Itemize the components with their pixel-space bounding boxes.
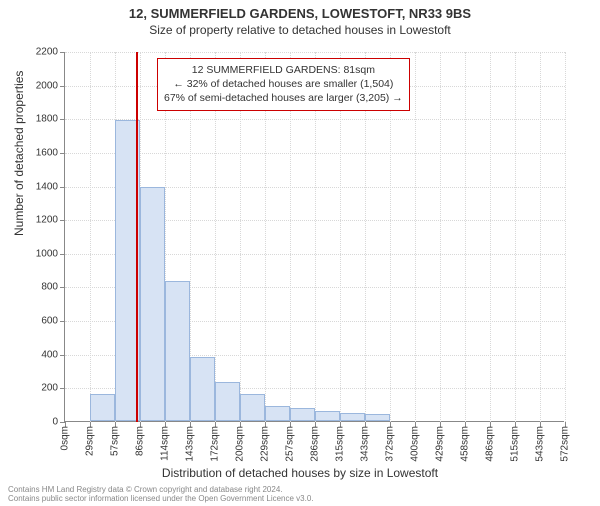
ytick-label: 200 [8,383,58,394]
xtick-label: 229sqm [260,426,271,462]
gridline-v [515,52,516,422]
histogram-bar [315,411,340,421]
ytick-mark [60,86,65,87]
ytick-mark [60,119,65,120]
histogram-bar [240,394,265,421]
attribution-line-2: Contains public sector information licen… [8,494,314,504]
plot-region: 0200400600800100012001400160018002000220… [64,52,564,422]
xtick-label: 172sqm [210,426,221,462]
gridline-v [415,52,416,422]
ytick-mark [60,388,65,389]
histogram-bar [190,357,215,421]
ytick-mark [60,321,65,322]
ytick-label: 0 [8,417,58,428]
histogram-bar [265,406,290,421]
page-title: 12, SUMMERFIELD GARDENS, LOWESTOFT, NR33… [0,6,600,21]
ytick-label: 600 [8,316,58,327]
xtick-label: 486sqm [485,426,496,462]
info-box: 12 SUMMERFIELD GARDENS: 81sqm← 32% of de… [157,58,410,111]
property-marker-line [136,52,138,422]
xtick-label: 429sqm [435,426,446,462]
x-axis-label: Distribution of detached houses by size … [0,466,600,480]
ytick-label: 400 [8,349,58,360]
gridline-v [540,52,541,422]
info-box-line-2: ← 32% of detached houses are smaller (1,… [164,77,403,91]
histogram-bar [290,408,315,421]
xtick-label: 343sqm [360,426,371,462]
gridline-v [440,52,441,422]
ytick-label: 2000 [8,80,58,91]
xtick-label: 29sqm [85,426,96,456]
xtick-label: 286sqm [310,426,321,462]
gridline-v [565,52,566,422]
ytick-mark [60,52,65,53]
gridline-v [490,52,491,422]
xtick-label: 200sqm [235,426,246,462]
xtick-label: 572sqm [560,426,571,462]
xtick-label: 86sqm [135,426,146,456]
xtick-label: 257sqm [285,426,296,462]
attribution: Contains HM Land Registry data © Crown c… [8,485,314,504]
xtick-label: 114sqm [160,426,171,461]
histogram-bar [365,414,390,421]
xtick-label: 543sqm [535,426,546,462]
ytick-label: 1000 [8,248,58,259]
ytick-label: 800 [8,282,58,293]
info-box-line-1: 12 SUMMERFIELD GARDENS: 81sqm [164,63,403,77]
page-subtitle: Size of property relative to detached ho… [0,23,600,37]
attribution-line-1: Contains HM Land Registry data © Crown c… [8,485,314,495]
ytick-mark [60,254,65,255]
ytick-mark [60,287,65,288]
histogram-bar [215,382,240,421]
ytick-label: 2200 [8,47,58,58]
xtick-label: 515sqm [510,426,521,462]
xtick-label: 57sqm [110,426,121,456]
xtick-label: 0sqm [60,426,71,450]
xtick-label: 143sqm [185,426,196,462]
gridline-v [465,52,466,422]
histogram-bar [165,281,190,421]
ytick-mark [60,355,65,356]
histogram-bar [90,394,115,421]
ytick-mark [60,187,65,188]
ytick-label: 1200 [8,215,58,226]
info-box-line-3: 67% of semi-detached houses are larger (… [164,91,403,105]
xtick-label: 458sqm [460,426,471,462]
ytick-mark [60,153,65,154]
histogram-bar [340,413,365,421]
xtick-label: 315sqm [335,426,346,462]
ytick-label: 1600 [8,147,58,158]
ytick-label: 1400 [8,181,58,192]
ytick-label: 1800 [8,114,58,125]
gridline-v [90,52,91,422]
xtick-label: 400sqm [410,426,421,462]
xtick-label: 372sqm [385,426,396,462]
chart-area: 0200400600800100012001400160018002000220… [64,52,564,422]
ytick-mark [60,220,65,221]
histogram-bar [140,187,165,421]
